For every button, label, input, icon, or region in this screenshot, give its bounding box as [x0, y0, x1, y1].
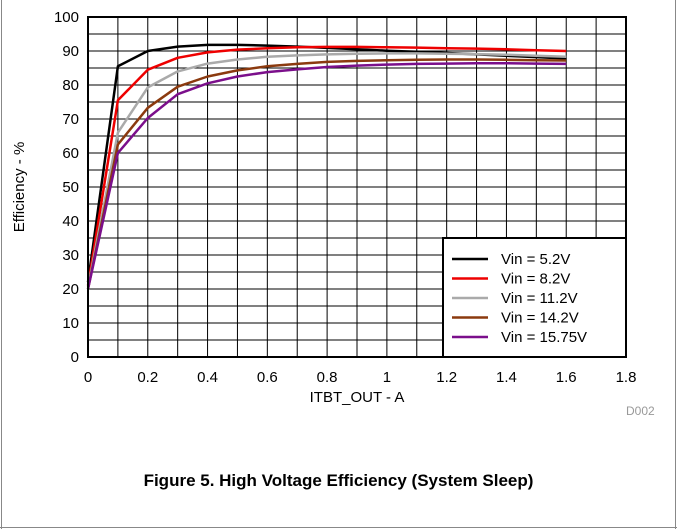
- series-line-2: [86, 45, 567, 286]
- efficiency-chart: 0 10 20 30 40 50 60 70 80 90 100 0 0.2 0.4 0.6 0.8 1 1.2…: [11, 9, 637, 406]
- legend-label: Vin = 8.2V: [501, 271, 570, 288]
- y-tick-label: 10: [62, 315, 79, 332]
- x-tick-label: 0.8: [317, 369, 338, 386]
- series-line-5: [86, 61, 567, 290]
- series-lines: [86, 43, 567, 290]
- legend-label: Vin = 14.2V: [501, 310, 579, 327]
- y-tick-labels: 0 10 20 30 40 50 60 70 80 90 100: [54, 9, 79, 366]
- x-tick-label: 1.4: [496, 369, 517, 386]
- frame-right-border: [675, 0, 676, 529]
- x-tick-label: 0: [84, 369, 92, 386]
- legend-label: Vin = 11.2V: [501, 290, 578, 307]
- y-tick-label: 70: [62, 111, 79, 128]
- x-tick-label: 1: [383, 369, 391, 386]
- y-axis-label: Efficiency - %: [11, 142, 28, 233]
- x-tick-label: 1.6: [556, 369, 577, 386]
- y-tick-label: 90: [62, 43, 79, 60]
- x-tick-label: 1.2: [436, 369, 457, 386]
- legend-label: Vin = 15.75V: [501, 329, 587, 346]
- x-tick-label: 1.8: [616, 369, 637, 386]
- frame-bottom-border: [0, 527, 677, 528]
- y-tick-label: 0: [71, 349, 79, 366]
- y-tick-label: 40: [62, 213, 79, 230]
- figure-caption: Figure 5. High Voltage Efficiency (Syste…: [143, 471, 534, 490]
- y-tick-label: 50: [62, 179, 79, 196]
- legend: Vin = 5.2V Vin = 8.2V Vin = 11.2V Vin = 14.…: [442, 237, 627, 358]
- x-tick-label: 0.4: [197, 369, 218, 386]
- series-line-4: [86, 58, 567, 290]
- plot-border: [87, 16, 627, 358]
- legend-label: Vin = 5.2V: [501, 251, 570, 268]
- y-tick-label: 80: [62, 77, 79, 94]
- x-tick-label: 0.6: [257, 369, 278, 386]
- y-tick-label: 20: [62, 281, 79, 298]
- frame-left-border: [1, 0, 2, 529]
- series-line-3: [86, 52, 567, 288]
- x-tick-labels: 0 0.2 0.4 0.6 0.8 1 1.2 1.4 1.6 1.8: [84, 369, 637, 386]
- y-tick-label: 60: [62, 145, 79, 162]
- y-tick-label: 30: [62, 247, 79, 264]
- figure-code: D002: [626, 404, 655, 418]
- x-axis-label: ITBT_OUT - A: [310, 389, 405, 406]
- y-tick-label: 100: [54, 9, 79, 26]
- x-tick-label: 0.2: [137, 369, 158, 386]
